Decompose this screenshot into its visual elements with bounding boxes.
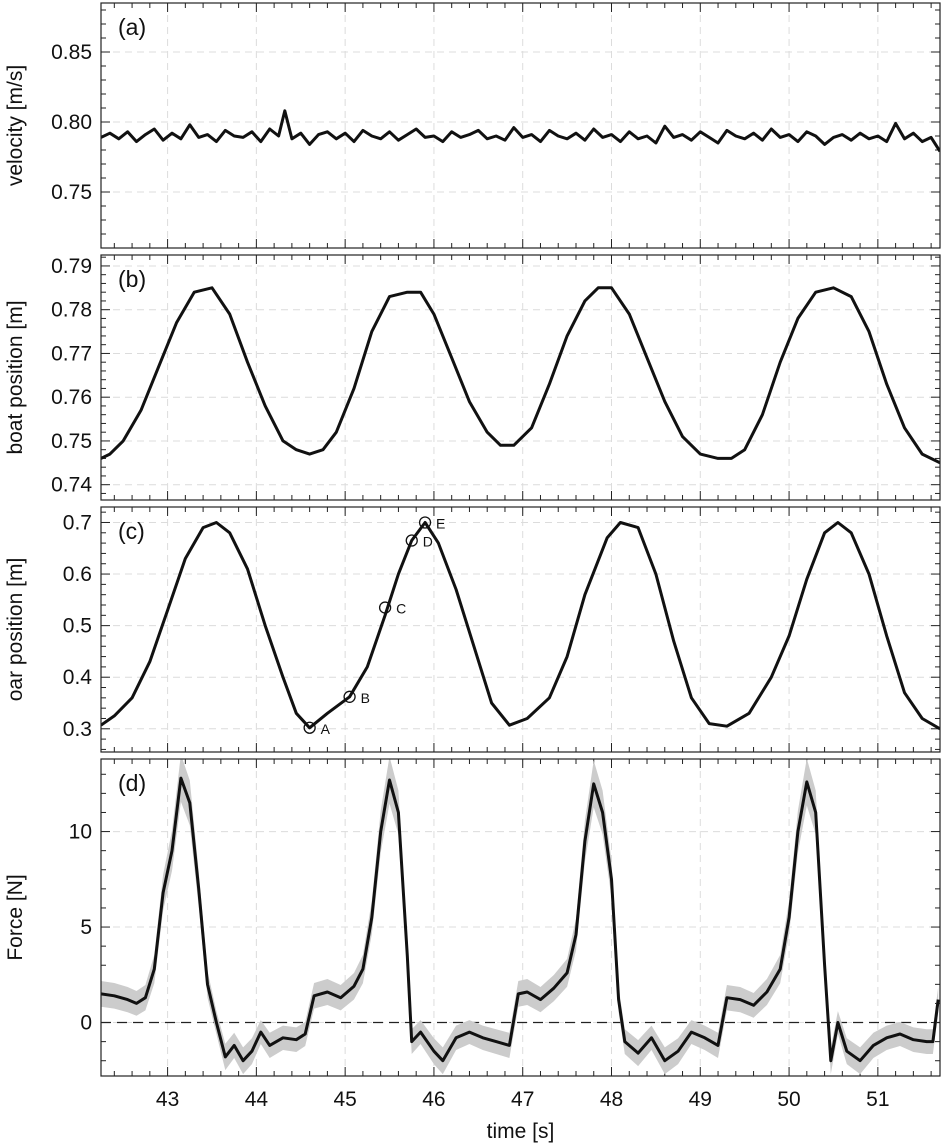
panel-d: (d) 0 5 10 Force [N] 43 44 45 46 47 48 49 50 51 time [… [4,758,941,1143]
y-tick-label: 0.76 [51,386,92,409]
marker-label-e: E [436,515,445,531]
plot-area [101,521,940,731]
marker-label-a: A [321,721,331,737]
panel-a: (a) 0.75 0.80 0.85 velocity [m/s] [4,2,941,249]
marker-a [303,721,316,734]
force-std-band [101,759,939,1075]
y-tick-label: 0.75 [51,430,92,453]
y-axis-label: oar position [m] [4,558,27,702]
y-tick-label: 0 [80,1012,92,1035]
marker-d [405,534,418,547]
y-tick-label: 0.85 [51,41,92,64]
y-tick-label: 0.74 [51,474,92,497]
panel-tag: (d) [118,770,146,796]
panel-c: A B C DE (c) 0.3 0.4 0.5 0.6 0.7 oar position [m] [4,506,941,753]
plot-area [101,286,940,465]
x-tick-label: 47 [511,1088,534,1111]
plot-area [101,759,940,1075]
plot-area [101,109,940,153]
marker-c [378,601,392,614]
y-axis-label: boat position [m] [4,300,27,454]
panel-frame [100,254,941,501]
y-tick-label: 0.79 [51,255,92,278]
x-tick-label: 43 [156,1088,179,1111]
panel-tag: (b) [118,266,146,292]
x-axis-label: time [s] [487,1120,555,1143]
y-tick-label: 5 [80,916,92,939]
x-tick-label: 50 [777,1088,800,1111]
tick-marks [101,3,940,249]
panel-tag: (c) [118,518,145,544]
panel-frame [100,2,941,249]
y-tick-label: 0.75 [51,181,92,204]
marker-b [343,690,356,703]
x-tick-label: 48 [600,1088,623,1111]
y-tick-label: 0.78 [51,299,92,322]
panel-tag: (a) [118,14,146,40]
x-tick-label: 51 [866,1088,889,1111]
y-axis-label: Force [N] [4,874,27,960]
y-axis-label: velocity [m/s] [4,65,27,186]
x-tick-label: 49 [689,1088,712,1111]
tick-marks [101,507,940,752]
x-tick-label: 46 [422,1088,445,1111]
marker-label-d: D [423,534,433,550]
series-line [101,776,940,1063]
y-tick-label: 0.80 [51,111,92,134]
y-tick-label: 10 [69,821,92,844]
series-line [101,286,940,465]
marker-label-c: C [396,601,406,617]
y-tick-label: 0.5 [63,615,92,638]
series-line [101,109,940,153]
tick-marks [101,255,940,500]
panel-frame [100,506,941,753]
marker-e [418,516,432,529]
tick-marks [101,759,940,1076]
y-tick-label: 0.4 [63,666,93,689]
series-line [101,521,940,731]
panel-frame [100,758,941,1077]
y-tick-label: 0.77 [51,342,92,365]
y-tick-label: 0.6 [63,563,92,586]
x-tick-label: 45 [333,1088,356,1111]
marker-label-b: B [361,690,370,706]
y-tick-label: 0.3 [63,718,92,741]
x-tick-label: 44 [245,1088,269,1111]
y-tick-label: 0.7 [63,511,92,534]
panel-b: (b) 0.74 0.75 0.76 0.77 0.78 0.79 boat position… [4,254,941,501]
